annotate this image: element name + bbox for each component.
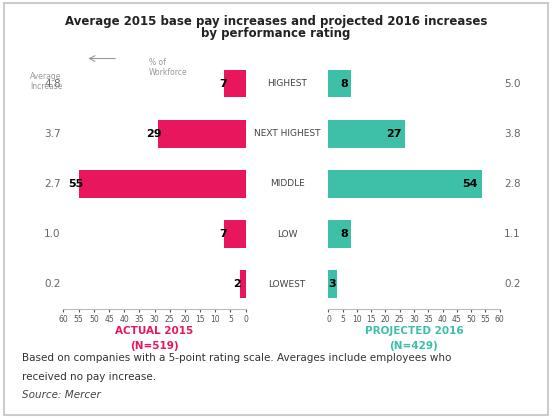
Bar — [328, 220, 351, 248]
Text: 2: 2 — [233, 279, 241, 289]
Text: % of
Workforce: % of Workforce — [149, 58, 188, 77]
Text: 1.1: 1.1 — [504, 229, 521, 239]
Text: 3: 3 — [328, 279, 336, 289]
Text: 4.8: 4.8 — [44, 79, 61, 89]
Text: (N=519): (N=519) — [130, 341, 179, 351]
Text: LOW: LOW — [277, 229, 298, 239]
Text: 1.0: 1.0 — [44, 229, 61, 239]
Text: 27: 27 — [386, 129, 401, 139]
Text: 2.8: 2.8 — [504, 179, 521, 189]
Text: Based on companies with a 5-point rating scale. Averages include employees who: Based on companies with a 5-point rating… — [22, 353, 452, 363]
Text: 54: 54 — [463, 179, 478, 189]
Text: 0.2: 0.2 — [504, 279, 521, 289]
Bar — [79, 170, 246, 198]
Text: 7: 7 — [220, 79, 227, 89]
Text: (N=429): (N=429) — [390, 341, 438, 351]
Text: MIDDLE: MIDDLE — [270, 179, 304, 189]
Text: by performance rating: by performance rating — [201, 27, 351, 40]
Text: Average
Increase: Average Increase — [30, 72, 63, 91]
Text: NEXT HIGHEST: NEXT HIGHEST — [254, 129, 320, 138]
Bar — [328, 270, 337, 298]
Text: 55: 55 — [68, 179, 83, 189]
Text: ACTUAL 2015: ACTUAL 2015 — [115, 326, 194, 336]
Bar — [225, 70, 246, 97]
Text: HIGHEST: HIGHEST — [267, 79, 307, 88]
Text: PROJECTED 2016: PROJECTED 2016 — [365, 326, 463, 336]
Text: 0.2: 0.2 — [44, 279, 61, 289]
Text: Average 2015 base pay increases and projected 2016 increases: Average 2015 base pay increases and proj… — [65, 15, 487, 28]
Bar — [328, 120, 405, 148]
Text: received no pay increase.: received no pay increase. — [22, 372, 156, 382]
Text: 3.7: 3.7 — [44, 129, 61, 139]
Text: 7: 7 — [220, 229, 227, 239]
Text: Source: Mercer: Source: Mercer — [22, 390, 101, 400]
Text: LOWEST: LOWEST — [268, 280, 306, 289]
Text: 8: 8 — [341, 79, 348, 89]
Text: 3.8: 3.8 — [504, 129, 521, 139]
Text: 8: 8 — [341, 229, 348, 239]
Bar — [328, 70, 351, 97]
Bar — [328, 170, 482, 198]
Bar — [240, 270, 246, 298]
Text: 5.0: 5.0 — [504, 79, 521, 89]
Bar — [225, 220, 246, 248]
Text: 29: 29 — [146, 129, 162, 139]
Bar — [158, 120, 246, 148]
Text: 2.7: 2.7 — [44, 179, 61, 189]
